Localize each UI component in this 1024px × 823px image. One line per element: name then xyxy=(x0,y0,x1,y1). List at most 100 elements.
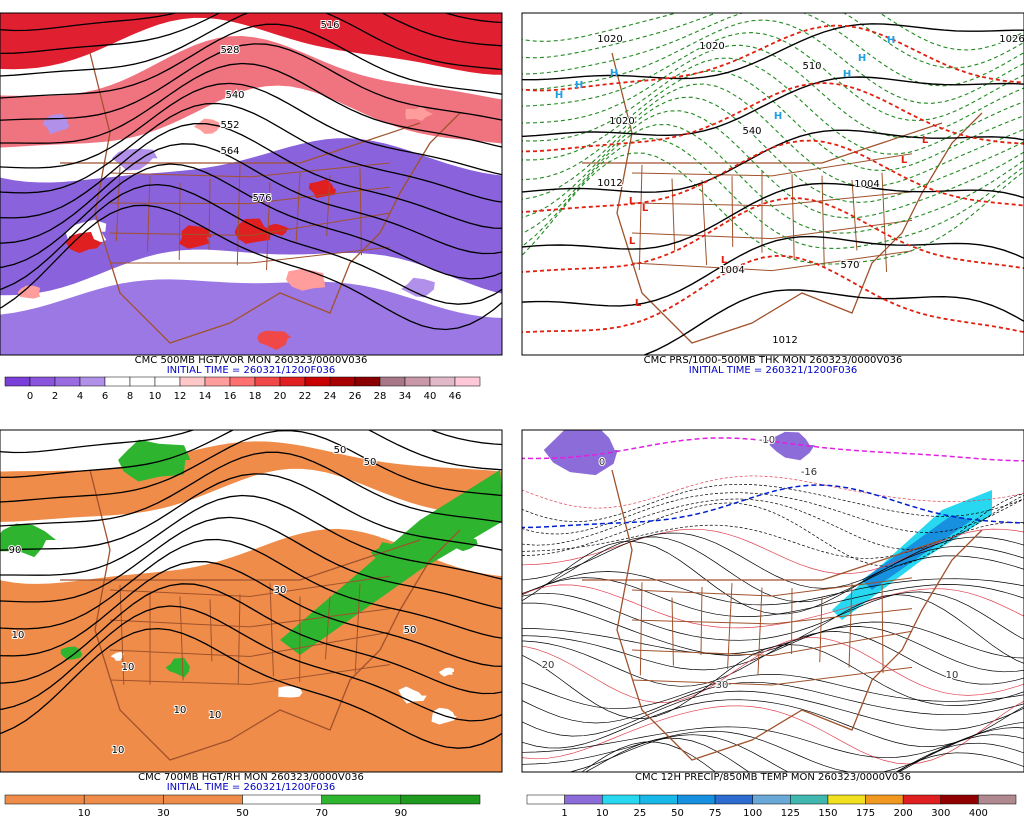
colorbar-swatch xyxy=(230,377,255,386)
colorbar-label: 22 xyxy=(299,391,312,402)
colorbar-swatch xyxy=(355,377,380,386)
contour-label: 10 xyxy=(112,745,125,756)
colorbar-label: 150 xyxy=(818,808,837,819)
colorbar-label: 10 xyxy=(78,808,91,819)
colorbar-swatch xyxy=(205,377,230,386)
panel-caption: CMC 12H PRECIP/850MB TEMP MON 260323/000… xyxy=(635,772,911,783)
contour-label: 528 xyxy=(220,45,239,56)
colorbar-swatch xyxy=(527,795,565,804)
colorbar-label: 46 xyxy=(449,391,462,402)
contour-label: 1004 xyxy=(854,179,879,190)
colorbar-label: 175 xyxy=(856,808,875,819)
colorbar-swatch xyxy=(828,795,866,804)
contour-label: 570 xyxy=(840,260,859,271)
high-pressure-symbol: H xyxy=(843,69,851,80)
initial-time: INITIAL TIME = 260321/1200F036 xyxy=(689,365,858,376)
colorbar-swatch xyxy=(163,795,242,804)
colorbar-swatch xyxy=(405,377,430,386)
colorbar-label: 8 xyxy=(127,391,133,402)
colorbar-label: 50 xyxy=(236,808,249,819)
colorbar-label: 100 xyxy=(743,808,762,819)
contour-label: 50 xyxy=(364,457,377,468)
colorbar-swatch xyxy=(155,377,180,386)
contour-label: 1020 xyxy=(699,41,724,52)
contour-label: 10 xyxy=(122,662,135,673)
colorbar-swatch xyxy=(903,795,941,804)
contour-label: 516 xyxy=(320,20,339,31)
contour-label: 1004 xyxy=(719,265,744,276)
colorbar-swatch xyxy=(941,795,979,804)
colorbar-label: 34 xyxy=(399,391,412,402)
colorbar-swatch xyxy=(790,795,828,804)
contour-label: -10 xyxy=(759,435,775,446)
low-pressure-symbol: L xyxy=(721,255,728,266)
colorbar-label: 1 xyxy=(561,808,567,819)
colorbar-label: 25 xyxy=(633,808,646,819)
colorbar-swatch xyxy=(80,377,105,386)
colorbar-swatch xyxy=(978,795,1016,804)
high-pressure-symbol: H xyxy=(858,53,866,64)
colorbar-label: 10 xyxy=(596,808,609,819)
colorbar-label: 50 xyxy=(671,808,684,819)
colorbar-label: 10 xyxy=(149,391,162,402)
colorbar-label: 30 xyxy=(157,808,170,819)
colorbar-swatch xyxy=(677,795,715,804)
high-pressure-symbol: H xyxy=(555,90,563,101)
colorbar-swatch xyxy=(401,795,480,804)
colorbar-swatch xyxy=(180,377,205,386)
colorbar-label: 200 xyxy=(894,808,913,819)
high-pressure-symbol: H xyxy=(887,35,895,46)
high-pressure-symbol: H xyxy=(774,111,782,122)
low-pressure-symbol: L xyxy=(901,155,908,166)
colorbar-swatch xyxy=(380,377,405,386)
contour-label: 30 xyxy=(274,585,287,596)
colorbar-swatch xyxy=(255,377,280,386)
colorbar-swatch xyxy=(130,377,155,386)
colorbar-swatch xyxy=(602,795,640,804)
low-pressure-symbol: L xyxy=(629,236,636,247)
contour-label: 1012 xyxy=(597,178,622,189)
colorbar-swatch xyxy=(55,377,80,386)
contour-label: 90 xyxy=(9,545,22,556)
colorbar-swatch xyxy=(305,377,330,386)
contour-label: 1020 xyxy=(609,116,634,127)
colorbar-swatch xyxy=(715,795,753,804)
contour-label: 564 xyxy=(220,146,239,157)
colorbar-label: 18 xyxy=(249,391,262,402)
colorbar-label: 14 xyxy=(199,391,212,402)
colorbar-label: 75 xyxy=(709,808,722,819)
low-pressure-symbol: L xyxy=(642,203,649,214)
colorbar-swatch xyxy=(430,377,455,386)
colorbar-label: 400 xyxy=(969,808,988,819)
colorbar-swatch xyxy=(5,795,84,804)
contour-label: 0 xyxy=(599,457,605,468)
colorbar-swatch xyxy=(280,377,305,386)
colorbar-swatch xyxy=(30,377,55,386)
colorbar-swatch xyxy=(640,795,678,804)
contour-label: 1026 xyxy=(999,34,1024,45)
colorbar-label: 6 xyxy=(102,391,108,402)
initial-time: INITIAL TIME = 260321/1200F036 xyxy=(167,365,336,376)
high-pressure-symbol: H xyxy=(575,80,583,91)
colorbar-label: 28 xyxy=(374,391,387,402)
colorbar-swatch xyxy=(243,795,322,804)
contour-label: 1020 xyxy=(597,34,622,45)
contour-label: 540 xyxy=(742,126,761,137)
colorbar-label: 12 xyxy=(174,391,187,402)
contour-label: 10 xyxy=(209,710,222,721)
map-background xyxy=(522,430,1024,772)
contour-label: 10 xyxy=(946,670,959,681)
contour-label: 1012 xyxy=(772,335,797,346)
colorbar-label: 4 xyxy=(77,391,83,402)
colorbar-swatch xyxy=(84,795,163,804)
colorbar-swatch xyxy=(455,377,480,386)
colorbar-label: 24 xyxy=(324,391,337,402)
initial-time: INITIAL TIME = 260321/1200F036 xyxy=(167,782,336,793)
low-pressure-symbol: L xyxy=(629,196,636,207)
low-pressure-symbol: L xyxy=(635,298,642,309)
